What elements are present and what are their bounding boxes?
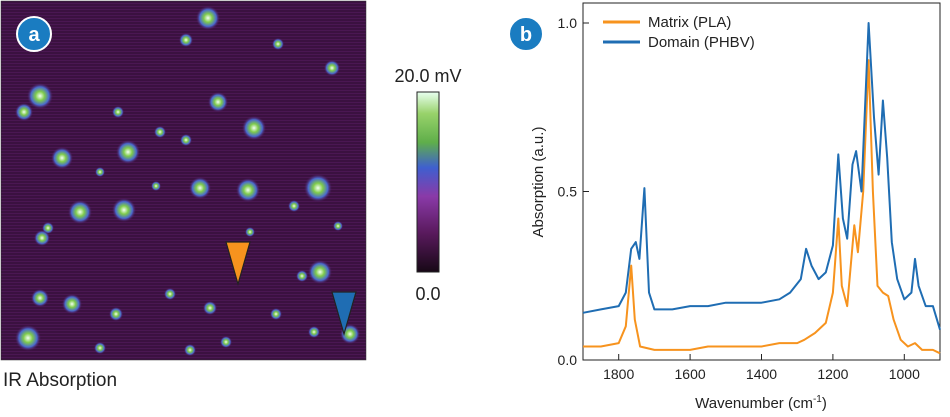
ir-map-feature xyxy=(288,200,300,212)
plot-frame xyxy=(582,2,941,361)
ir-map-feature xyxy=(324,60,340,76)
ir-map-feature xyxy=(15,325,41,351)
colorbar-max-label: 20.0 mV xyxy=(394,66,461,86)
legend-label: Matrix (PLA) xyxy=(648,14,731,31)
panel-a: a IR Absorption 20.0 mV 0.0 xyxy=(0,0,462,391)
series-line-matrix-pla xyxy=(583,59,941,355)
colorbar xyxy=(416,91,440,273)
series-line-domain-phbv xyxy=(582,22,941,330)
y-axis-ticks: 0.0 0.5 1.0 xyxy=(558,15,589,368)
ir-map-feature xyxy=(220,336,232,348)
panel-b: b 1800 1600 1400 1200 1000 0.0 0.5 1.0 Matrix … xyxy=(508,2,941,412)
ir-map-feature xyxy=(196,6,220,30)
ir-map-feature xyxy=(308,260,332,284)
ir-map-feature xyxy=(236,178,260,202)
series-lines xyxy=(582,22,941,355)
ir-map-feature xyxy=(184,344,196,356)
ir-map-feature xyxy=(31,289,49,307)
x-tick-label: 1800 xyxy=(603,366,634,382)
ir-map-feature xyxy=(94,342,106,354)
ir-map-feature xyxy=(164,288,176,300)
ir-map-feature xyxy=(272,38,284,50)
blue-marker xyxy=(331,291,357,337)
panel-a-badge-label: a xyxy=(28,24,40,46)
ir-map-feature xyxy=(68,200,92,224)
x-axis-ticks: 1800 1600 1400 1200 1000 xyxy=(603,354,920,382)
ir-map-feature xyxy=(95,167,105,177)
panel-a-badge xyxy=(16,16,52,52)
ir-map-feature xyxy=(34,230,50,246)
x-tick-label: 1200 xyxy=(817,366,848,382)
ir-map-feature xyxy=(242,116,266,140)
ir-map-feature xyxy=(62,294,82,314)
ir-map-feature xyxy=(112,106,124,118)
panel-b-badge xyxy=(508,16,544,52)
ir-map-feature xyxy=(245,227,255,237)
y-axis-label: Absorption (a.u.) xyxy=(530,127,547,238)
colorbar-min-label: 0.0 xyxy=(415,284,440,304)
spectrum-chart: 1800 1600 1400 1200 1000 0.0 0.5 1.0 Matrix (P… xyxy=(530,2,941,412)
orange-marker xyxy=(225,241,251,287)
ir-map-feature xyxy=(304,174,332,202)
y-tick-label: 1.0 xyxy=(558,15,578,31)
ir-map-feature xyxy=(151,181,161,191)
ir-map-feature xyxy=(308,326,320,338)
panel-b-badge-label: b xyxy=(520,24,532,46)
ir-map-feature xyxy=(112,198,136,222)
panel-a-caption: IR Absorption xyxy=(3,370,117,391)
x-tick-label: 1600 xyxy=(675,366,706,382)
legend: Matrix (PLA) Domain (PHBV) xyxy=(603,14,755,51)
ir-map-feature xyxy=(333,221,343,231)
ir-map-feature xyxy=(208,92,228,112)
ir-map-feature xyxy=(203,301,217,315)
ir-map-feature xyxy=(51,147,73,169)
ir-map-feature xyxy=(27,83,53,109)
x-tick-label: 1400 xyxy=(746,366,777,382)
legend-label: Domain (PHBV) xyxy=(648,34,755,51)
ir-map xyxy=(0,0,367,361)
y-tick-label: 0.5 xyxy=(558,184,578,200)
ir-map-feature xyxy=(154,126,166,138)
ir-map-feature xyxy=(270,308,282,320)
ir-map-features xyxy=(15,6,360,356)
ir-map-feature xyxy=(180,134,192,146)
ir-map-feature xyxy=(109,307,123,321)
ir-map-feature xyxy=(15,103,33,121)
x-axis-label: Wavenumber (cm-1) xyxy=(695,394,827,412)
ir-map-feature xyxy=(116,140,140,164)
ir-map-feature xyxy=(179,33,193,47)
x-tick-label: 1000 xyxy=(889,366,920,382)
y-tick-label: 0.0 xyxy=(558,352,578,368)
ir-map-feature xyxy=(189,177,211,199)
ir-map-feature xyxy=(296,270,308,282)
